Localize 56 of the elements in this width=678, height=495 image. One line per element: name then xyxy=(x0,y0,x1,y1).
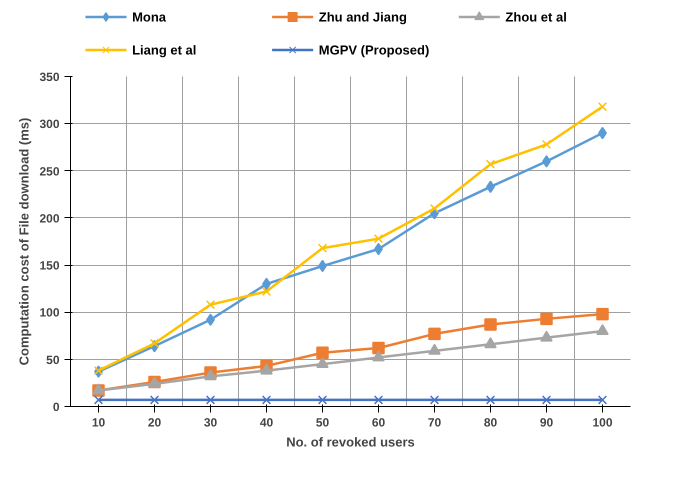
y-tick-label: 200 xyxy=(39,211,60,226)
point xyxy=(540,330,553,342)
point xyxy=(598,102,608,112)
x-axis-title: No. of revoked users xyxy=(286,434,415,450)
legend-label: Zhou et al xyxy=(505,10,567,24)
y-axis-title: Computation cost of File download (ms) xyxy=(16,118,32,366)
point xyxy=(484,337,497,348)
point xyxy=(598,395,608,405)
point xyxy=(262,395,272,405)
y-tick-label: 250 xyxy=(39,164,60,178)
point xyxy=(484,318,497,331)
x-tick-label: 80 xyxy=(484,416,498,430)
point xyxy=(94,395,104,405)
x-tick-label: 10 xyxy=(92,416,106,430)
point xyxy=(428,328,441,340)
point xyxy=(206,300,216,310)
point xyxy=(318,243,328,253)
x-tick-label: 90 xyxy=(540,416,554,430)
legend-label: Liang et al xyxy=(132,42,196,58)
point xyxy=(430,395,440,405)
point xyxy=(374,234,384,244)
y-tick-label: 0 xyxy=(52,400,60,414)
y-tick-label: 350 xyxy=(39,70,60,84)
y-tick-label: 150 xyxy=(39,258,60,273)
x-tick-label: 60 xyxy=(372,416,386,430)
point xyxy=(486,160,496,169)
point xyxy=(316,346,329,360)
legend-label: Mona xyxy=(132,10,167,24)
x-tick-label: 40 xyxy=(260,416,274,430)
point xyxy=(260,364,273,375)
x-tick-label: 20 xyxy=(148,416,162,430)
point xyxy=(596,308,609,320)
y-tick-label: 100 xyxy=(39,306,60,320)
legend-label: MGPV (Proposed) xyxy=(318,42,430,58)
x-tick-label: 100 xyxy=(592,416,613,430)
point xyxy=(318,395,328,405)
x-tick-label: 30 xyxy=(204,416,218,430)
point xyxy=(262,286,272,296)
point xyxy=(372,342,385,354)
point xyxy=(206,395,216,405)
x-tick-label: 50 xyxy=(316,416,330,430)
y-tick-label: 50 xyxy=(46,352,60,367)
point xyxy=(486,395,496,405)
point xyxy=(430,204,440,214)
legend-label: Zhu and Jiang xyxy=(318,10,407,24)
point xyxy=(540,312,553,326)
x-tick-label: 70 xyxy=(428,416,442,430)
point xyxy=(374,395,384,405)
point xyxy=(428,344,441,355)
point xyxy=(150,338,160,348)
point xyxy=(542,395,552,405)
point xyxy=(542,140,552,150)
point xyxy=(204,369,217,380)
point xyxy=(94,366,104,376)
y-tick-label: 300 xyxy=(39,117,60,132)
point xyxy=(150,395,160,405)
